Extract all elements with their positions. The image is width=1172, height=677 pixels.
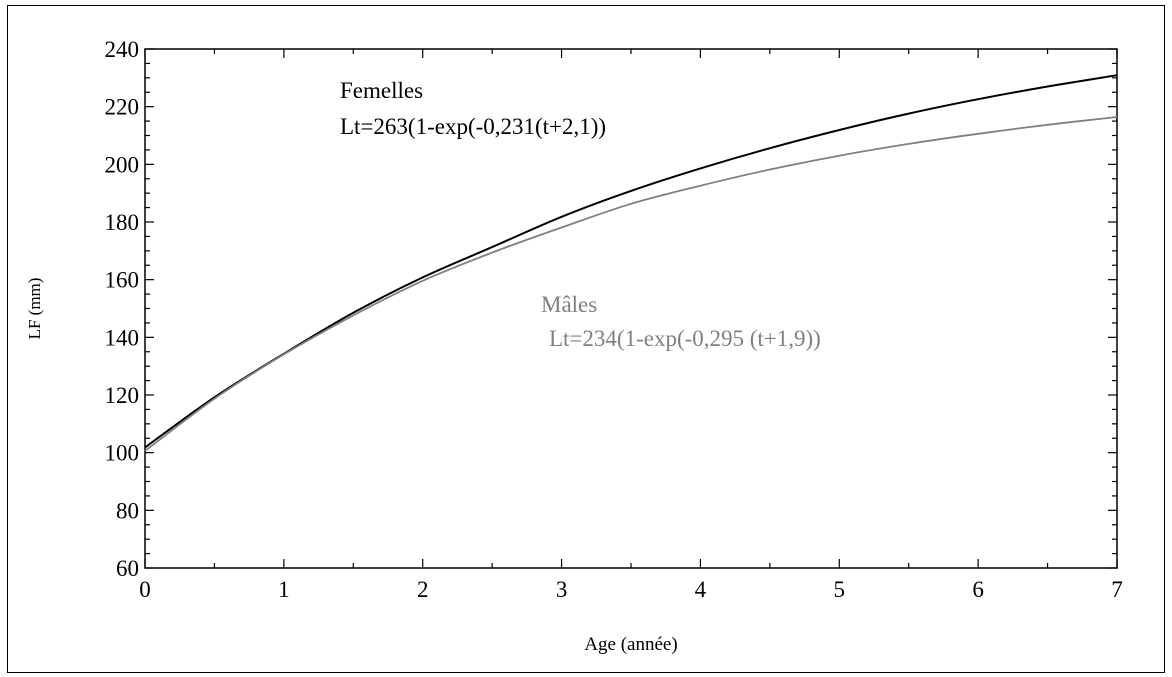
- x-tick-label: 6: [972, 577, 984, 602]
- axis-tick-labels: 0 1 2 3 4 5 6 7 60 80 100 120 140 160 180 200 220 240: [105, 37, 1123, 602]
- series-label-males: Mâles: [541, 292, 597, 317]
- series-lines: [144, 74, 1118, 452]
- y-tick-label: 140: [105, 325, 140, 350]
- chart-frame: [7, 5, 1165, 673]
- series-label-femelles: Femelles: [340, 78, 423, 103]
- y-tick-label: 160: [105, 268, 140, 293]
- y-tick-label: 120: [105, 383, 140, 408]
- y-tick-label: 60: [116, 556, 139, 581]
- axis-ticks: [144, 48, 1118, 569]
- x-tick-label: 2: [417, 577, 429, 602]
- series-equation-males: Lt=234(1-exp(-0,295 (t+1,9)): [549, 326, 821, 351]
- x-tick-label: 1: [278, 577, 290, 602]
- y-axis-label: LF (mm): [25, 278, 44, 340]
- y-tick-label: 180: [105, 210, 140, 235]
- y-tick-label: 220: [105, 95, 140, 120]
- plot-area: [144, 48, 1118, 569]
- x-tick-label: 7: [1111, 577, 1123, 602]
- x-tick-label: 5: [834, 577, 846, 602]
- series-line-femelles: [144, 74, 1118, 449]
- y-tick-label: 100: [105, 441, 140, 466]
- x-axis-label: Age (année): [584, 634, 677, 655]
- x-tick-label: 0: [139, 577, 151, 602]
- x-tick-label: 3: [556, 577, 568, 602]
- series-equation-femelles: Lt=263(1-exp(-0,231(t+2,1)): [340, 114, 606, 139]
- series-line-males: [144, 116, 1118, 452]
- y-tick-label: 80: [116, 498, 139, 523]
- x-tick-label: 4: [695, 577, 707, 602]
- y-tick-label: 240: [105, 37, 140, 62]
- y-tick-label: 200: [105, 152, 140, 177]
